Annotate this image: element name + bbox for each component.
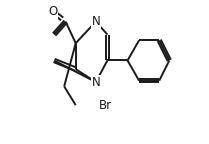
Text: N: N (92, 76, 100, 89)
Text: Br: Br (99, 99, 112, 112)
Text: N: N (92, 15, 100, 28)
Text: O: O (48, 5, 57, 18)
